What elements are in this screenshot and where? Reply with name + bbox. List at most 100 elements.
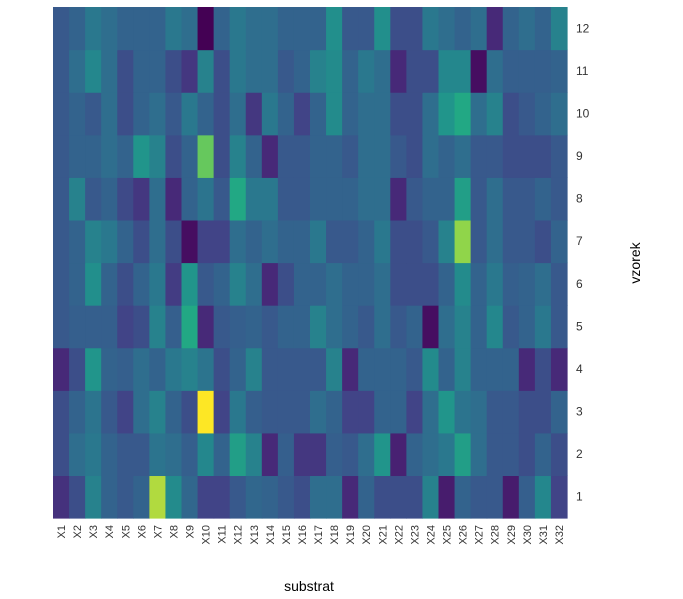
- heatmap-cell-X1-11: [53, 49, 70, 93]
- heatmap-cell-X23-6: [406, 262, 424, 306]
- heatmap-cell-X26-8: [454, 177, 472, 221]
- heatmap-cell-X8-8: [165, 177, 183, 221]
- heatmap-cell-X11-10: [213, 92, 231, 136]
- heatmap-cell-X17-3: [310, 390, 327, 434]
- heatmap-cell-X31-6: [534, 262, 552, 306]
- x-tick-label: X16: [297, 525, 309, 545]
- heatmap-cell-X23-9: [406, 134, 424, 178]
- heatmap-cell-X29-1: [502, 475, 520, 519]
- heatmap-cell-X4-9: [101, 134, 118, 178]
- heatmap-cell-X31-12: [534, 7, 552, 51]
- heatmap-cell-X19-10: [342, 92, 359, 136]
- heatmap-cell-X15-5: [277, 305, 295, 349]
- heatmap-cell-X27-12: [470, 7, 488, 51]
- heatmap-cell-X19-3: [342, 390, 359, 434]
- heatmap-cell-X25-2: [438, 432, 456, 477]
- heatmap-cell-X14-10: [261, 92, 279, 136]
- heatmap-cell-X18-4: [326, 347, 343, 391]
- heatmap-cell-X8-7: [165, 219, 183, 264]
- heatmap-cell-X2-5: [69, 305, 86, 349]
- x-tick-label: X5: [120, 525, 132, 538]
- heatmap-cell-X7-10: [149, 92, 167, 136]
- heatmap-cell-X12-2: [229, 432, 247, 477]
- heatmap-cell-X25-10: [438, 92, 456, 136]
- heatmap-cell-X26-3: [454, 390, 472, 434]
- heatmap-cell-X31-5: [534, 305, 552, 349]
- heatmap-cell-X31-9: [534, 134, 552, 178]
- heatmap-cell-X30-10: [518, 92, 536, 136]
- heatmap-cell-X12-10: [229, 92, 247, 136]
- heatmap-cell-X20-6: [358, 262, 375, 306]
- heatmap-cell-X12-7: [229, 219, 247, 264]
- x-tick-label: X23: [409, 525, 421, 545]
- heatmap-cell-X15-1: [277, 475, 295, 519]
- heatmap-cell-X19-4: [342, 347, 359, 391]
- heatmap-cell-X14-1: [261, 475, 279, 519]
- heatmap-cell-X26-1: [454, 475, 472, 519]
- heatmap-cell-X30-2: [518, 432, 536, 477]
- heatmap-cell-X32-12: [550, 7, 568, 51]
- heatmap-cell-X17-12: [310, 7, 327, 51]
- heatmap-cell-X15-6: [277, 262, 295, 306]
- x-tick-label: X7: [152, 525, 164, 538]
- heatmap-cell-X25-8: [438, 177, 456, 221]
- heatmap-cell-X12-9: [229, 134, 247, 178]
- x-tick-label: X28: [490, 525, 502, 545]
- y-tick-label: 2: [576, 447, 583, 461]
- heatmap-cell-X11-3: [213, 390, 231, 434]
- heatmap-cell-X13-2: [245, 432, 263, 477]
- heatmap-cell-X1-4: [53, 347, 70, 391]
- heatmap-cell-X26-12: [454, 7, 472, 51]
- heatmap-cell-X3-12: [85, 7, 102, 51]
- heatmap-cell-X14-8: [261, 177, 279, 221]
- x-tick-label: X6: [136, 525, 148, 538]
- heatmap-cell-X29-5: [502, 305, 520, 349]
- heatmap-cell-X8-5: [165, 305, 183, 349]
- heatmap-cell-X23-7: [406, 219, 424, 264]
- heatmap-cell-X25-5: [438, 305, 456, 349]
- heatmap-cell-X7-6: [149, 262, 167, 306]
- heatmap-cell-X28-6: [486, 262, 504, 306]
- heatmap-cell-X20-5: [358, 305, 375, 349]
- heatmap-cell-X17-8: [310, 177, 327, 221]
- heatmap-cell-X5-3: [117, 390, 134, 434]
- heatmap-cell-X13-7: [245, 219, 263, 264]
- heatmap-cell-X3-1: [85, 475, 102, 519]
- heatmap-cell-X11-9: [213, 134, 231, 178]
- heatmap-cell-X4-6: [101, 262, 118, 306]
- heatmap-cell-X2-3: [69, 390, 86, 434]
- heatmap-cell-X2-10: [69, 92, 86, 136]
- heatmap-cell-X1-3: [53, 390, 70, 434]
- heatmap-cell-X19-1: [342, 475, 359, 519]
- heatmap-cell-X22-2: [390, 432, 407, 477]
- heatmap-cell-X10-8: [197, 177, 215, 221]
- heatmap-cell-X31-1: [534, 475, 552, 519]
- heatmap-cell-X20-12: [358, 7, 375, 51]
- heatmap-cell-X6-12: [133, 7, 150, 51]
- heatmap-cell-X14-7: [261, 219, 279, 264]
- heatmap-cell-X15-7: [277, 219, 295, 264]
- heatmap-cell-X27-6: [470, 262, 488, 306]
- heatmap-cell-X15-2: [277, 432, 295, 477]
- heatmap-cell-X16-3: [293, 390, 311, 434]
- heatmap-cell-X28-1: [486, 475, 504, 519]
- heatmap-cell-X17-2: [310, 432, 327, 477]
- heatmap-cell-X16-5: [293, 305, 311, 349]
- heatmap-cell-X4-12: [101, 7, 118, 51]
- heatmap-cell-X5-8: [117, 177, 134, 221]
- heatmap-cell-X30-8: [518, 177, 536, 221]
- heatmap-cell-X19-8: [342, 177, 359, 221]
- x-tick-label: X19: [345, 525, 357, 545]
- heatmap-cell-X13-8: [245, 177, 263, 221]
- heatmap-cell-X32-7: [550, 219, 568, 264]
- heatmap-cell-X7-2: [149, 432, 167, 477]
- heatmap-cell-X26-9: [454, 134, 472, 178]
- heatmap-cell-X23-3: [406, 390, 424, 434]
- heatmap-cell-X24-3: [422, 390, 440, 434]
- heatmap-cell-X13-9: [245, 134, 263, 178]
- heatmap-cell-X11-8: [213, 177, 231, 221]
- heatmap-cell-X4-5: [101, 305, 118, 349]
- y-tick-label: 11: [576, 64, 589, 78]
- heatmap-cell-X26-2: [454, 432, 472, 477]
